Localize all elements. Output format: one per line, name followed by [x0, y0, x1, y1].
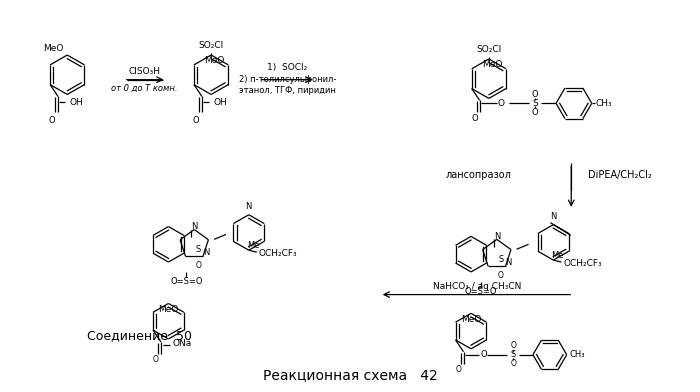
Text: DiPEA/CH₂Cl₂: DiPEA/CH₂Cl₂	[588, 170, 652, 180]
Text: O: O	[498, 99, 505, 108]
Text: OH: OH	[70, 98, 84, 107]
Text: CH₃: CH₃	[596, 99, 612, 108]
Text: этанол, ТГФ, пиридин: этанол, ТГФ, пиридин	[239, 86, 336, 95]
Text: от 0 до Т комн.: от 0 до Т комн.	[111, 84, 178, 93]
Text: N: N	[494, 232, 500, 241]
Text: Реакционная схема   42: Реакционная схема 42	[262, 368, 438, 383]
Text: N: N	[505, 258, 512, 267]
Text: N: N	[550, 212, 556, 221]
Text: O: O	[498, 271, 504, 280]
Text: S: S	[195, 245, 201, 254]
Text: ClSO₃H: ClSO₃H	[129, 67, 160, 76]
Text: MeO: MeO	[482, 60, 502, 69]
Text: O: O	[456, 365, 461, 374]
Text: OCH₂CF₃: OCH₂CF₃	[259, 249, 298, 258]
Text: O: O	[510, 341, 516, 350]
Text: N: N	[191, 222, 197, 231]
Text: 2) п-толилсульфонил-: 2) п-толилсульфонил-	[239, 75, 336, 84]
Text: OCH₂CF₃: OCH₂CF₃	[564, 259, 602, 267]
Text: MeO: MeO	[461, 315, 482, 324]
Text: O=S=O: O=S=O	[465, 287, 497, 296]
Text: Me: Me	[247, 241, 259, 250]
Text: N: N	[203, 248, 209, 257]
Text: 1)  SOCl₂: 1) SOCl₂	[267, 64, 307, 73]
Text: Соединение  50: Соединение 50	[87, 330, 192, 343]
Text: O: O	[153, 355, 159, 364]
Text: O=S=O: O=S=O	[170, 277, 202, 286]
Text: MeO: MeO	[159, 305, 179, 314]
Text: N: N	[246, 202, 252, 211]
Text: S: S	[510, 350, 516, 359]
Text: MeO: MeO	[43, 44, 63, 53]
Text: CH₃: CH₃	[570, 350, 585, 359]
Text: S: S	[532, 99, 538, 108]
Text: O: O	[193, 116, 200, 125]
Text: O: O	[480, 350, 486, 359]
Text: S: S	[498, 254, 503, 263]
Text: SO₂Cl: SO₂Cl	[476, 45, 501, 54]
Text: SO₂Cl: SO₂Cl	[199, 41, 224, 50]
Text: O: O	[532, 90, 538, 99]
Text: O: O	[195, 261, 201, 270]
Text: Me: Me	[552, 250, 564, 260]
Text: OH: OH	[214, 98, 228, 107]
Text: O: O	[49, 116, 55, 125]
Text: O: O	[471, 114, 478, 123]
Text: ONa: ONa	[173, 339, 192, 348]
Text: O: O	[510, 359, 516, 368]
Text: O: O	[532, 108, 538, 117]
Text: NaHCO₃ / aq CH₃CN: NaHCO₃ / aq CH₃CN	[433, 282, 522, 291]
Text: MeO: MeO	[204, 56, 224, 65]
Text: лансопразол: лансопразол	[446, 170, 512, 180]
